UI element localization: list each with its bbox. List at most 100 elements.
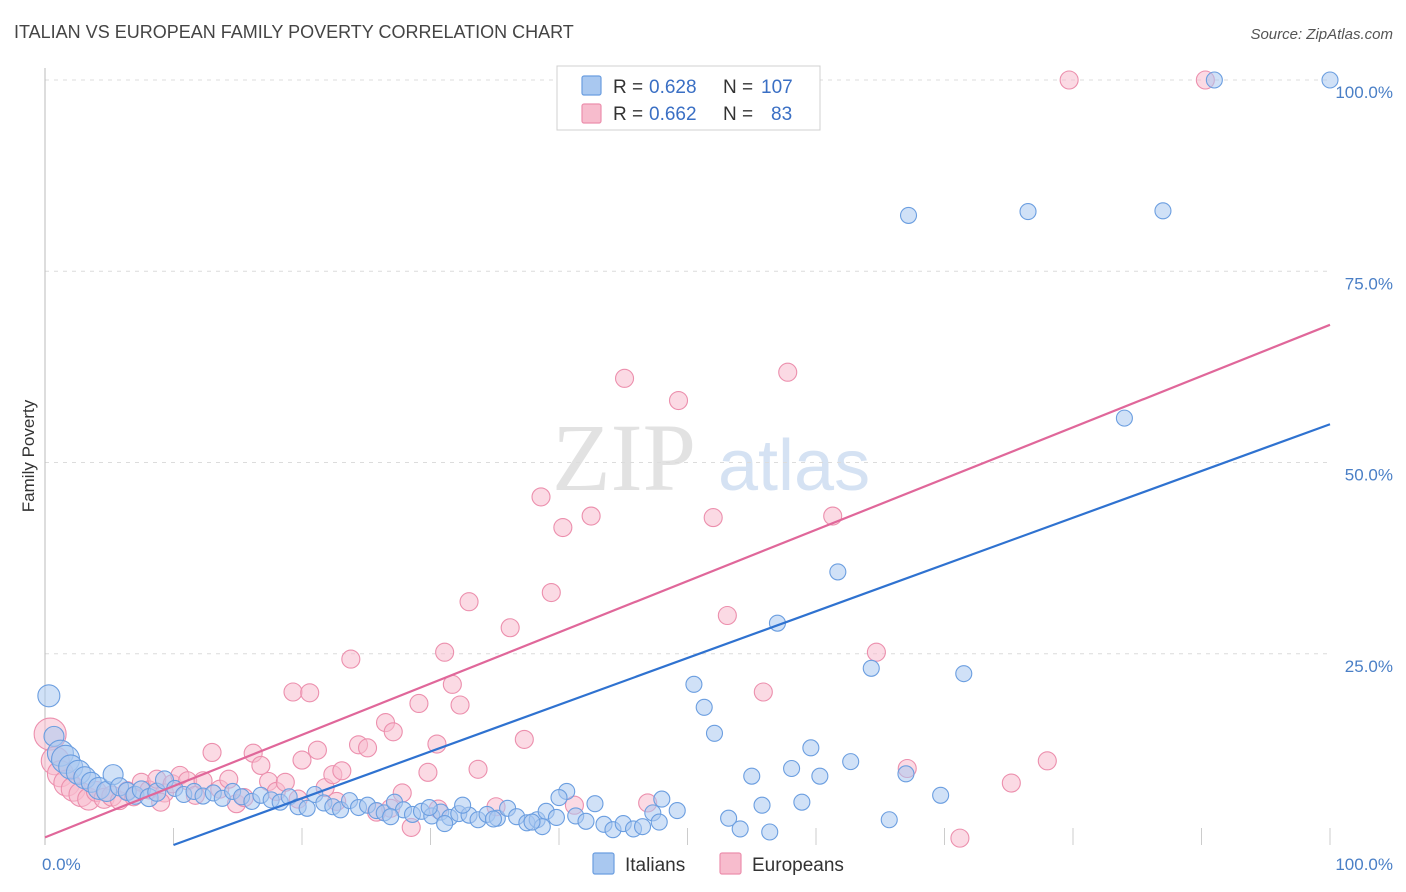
x-tick-label-1: 100.0% xyxy=(1335,855,1393,874)
europeans-point-57 xyxy=(514,729,534,749)
italians-point-32 xyxy=(298,799,316,817)
italians-point-106 xyxy=(420,798,438,817)
italians-point-89 xyxy=(802,739,820,757)
europeans-point-35 xyxy=(307,740,327,760)
legend-italians-n-value: 107 xyxy=(761,77,793,98)
tick-labels: 25.0% 50.0% 75.0% 100.0% 0.0% 100.0% xyxy=(42,83,1393,874)
legend-europeans-n-label: N = xyxy=(723,104,753,125)
grid-lines xyxy=(45,79,1331,845)
italians-point-72 xyxy=(484,810,503,828)
italians-point-104 xyxy=(523,813,541,831)
bottom-legend-italians-swatch xyxy=(592,852,615,875)
legend-europeans-n-value: 83 xyxy=(771,104,792,125)
europeans-point-66 xyxy=(703,508,723,528)
watermark-atlas: atlas xyxy=(718,426,870,506)
italians-point-80 xyxy=(705,724,724,742)
italians-point-99 xyxy=(1019,203,1037,221)
europeans-point-74 xyxy=(1001,773,1021,793)
europeans-point-47 xyxy=(409,693,429,714)
italians-point-81 xyxy=(720,809,738,827)
europeans-point-34 xyxy=(300,683,320,703)
europeans-point-73 xyxy=(950,828,970,848)
italians-point-0 xyxy=(37,684,61,708)
italians-point-101 xyxy=(1154,202,1172,220)
europeans-point-54 xyxy=(468,759,488,779)
italians-point-91 xyxy=(829,563,847,581)
italians-point-96 xyxy=(899,206,918,224)
italians-point-83 xyxy=(743,767,761,785)
europeans-point-41 xyxy=(357,738,378,758)
legend-europeans-r-label: R = xyxy=(613,104,643,125)
europeans-point-48 xyxy=(418,762,438,782)
europeans-point-58 xyxy=(531,487,551,507)
bottom-legend-italians-label: Italians xyxy=(625,855,685,876)
europeans-point-67 xyxy=(717,605,737,626)
italians-point-79 xyxy=(695,698,713,716)
italians-point-92 xyxy=(842,753,860,771)
italians-point-77 xyxy=(668,802,686,820)
europeans-point-32 xyxy=(283,682,303,702)
europeans-point-59 xyxy=(541,582,561,603)
europeans-point-22 xyxy=(202,742,222,762)
europeans-point-31 xyxy=(275,772,295,792)
europeans-point-52 xyxy=(450,695,470,715)
bottom-legend: Italians Europeans xyxy=(592,852,844,876)
italians-point-98 xyxy=(955,665,973,683)
italians-point-82 xyxy=(731,820,749,838)
chart-source: Source: ZipAtlas.com xyxy=(1250,26,1393,43)
europeans-point-76 xyxy=(1059,70,1079,90)
europeans-point-53 xyxy=(459,592,479,612)
italians-point-85 xyxy=(761,823,779,841)
europeans-point-60 xyxy=(553,517,573,538)
europeans-point-71 xyxy=(866,642,886,662)
italians-point-95 xyxy=(897,765,915,783)
europeans-point-75 xyxy=(1037,751,1057,771)
italians-point-94 xyxy=(880,811,898,829)
italians-point-88 xyxy=(793,793,811,811)
watermark-zip: ZIP xyxy=(552,404,696,511)
europeans-point-33 xyxy=(292,750,312,770)
europeans-point-56 xyxy=(500,618,520,638)
europeans-trend-line xyxy=(44,323,1331,839)
europeans-point-28 xyxy=(251,755,271,775)
italians-point-100 xyxy=(1115,409,1133,427)
y-tick-label-0: 25.0% xyxy=(1345,657,1393,676)
legend-italians-n-label: N = xyxy=(723,77,753,98)
italians-point-70 xyxy=(653,790,671,808)
europeans-point-63 xyxy=(614,368,635,388)
italians-point-73 xyxy=(436,815,454,833)
italians-point-63 xyxy=(586,795,604,813)
italians-point-90 xyxy=(811,767,829,785)
italians-point-75 xyxy=(550,789,568,807)
italians-points xyxy=(37,71,1339,841)
bottom-legend-europeans-swatch xyxy=(719,852,742,875)
chart-title: ITALIAN VS EUROPEAN FAMILY POVERTY CORRE… xyxy=(14,22,574,42)
italians-point-78 xyxy=(685,675,703,693)
x-tick-label-0: 0.0% xyxy=(42,855,81,874)
europeans-point-68 xyxy=(753,682,773,702)
italians-point-84 xyxy=(753,796,771,814)
y-axis-label: Family Poverty xyxy=(19,399,38,512)
europeans-point-50 xyxy=(435,642,455,662)
italians-point-71 xyxy=(454,796,472,814)
italians-point-76 xyxy=(650,813,668,831)
italians-point-102 xyxy=(1205,71,1223,89)
italians-point-62 xyxy=(577,812,595,830)
europeans-point-39 xyxy=(341,649,361,669)
europeans-point-69 xyxy=(778,362,798,382)
legend-italians-r-value: 0.628 xyxy=(649,77,697,98)
italians-point-87 xyxy=(783,759,801,778)
legend-box: R = 0.628 N = 107 R = 0.662 N = 83 xyxy=(556,65,821,131)
europeans-point-65 xyxy=(668,390,689,411)
bottom-legend-europeans-label: Europeans xyxy=(752,855,844,876)
y-tick-label-3: 100.0% xyxy=(1335,83,1393,102)
legend-italians-swatch xyxy=(581,75,602,96)
italians-point-68 xyxy=(633,818,652,836)
europeans-point-44 xyxy=(383,722,403,742)
italians-point-105 xyxy=(382,808,400,826)
legend-europeans-swatch xyxy=(581,103,602,124)
y-tick-label-1: 50.0% xyxy=(1345,466,1393,485)
italians-trend-line xyxy=(173,423,1331,847)
legend-europeans-r-value: 0.662 xyxy=(649,104,697,125)
